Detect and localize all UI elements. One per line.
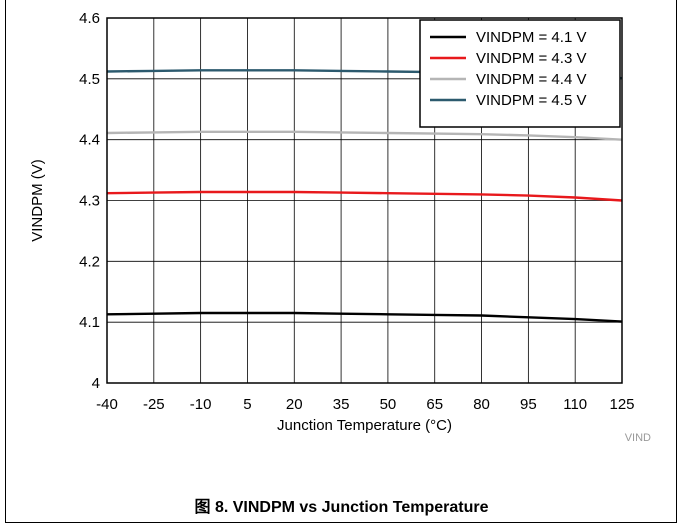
x-tick-label: 80: [473, 396, 490, 413]
series-line: [106, 130, 623, 141]
x-tick-label: -40: [96, 396, 118, 413]
x-tick-label: 110: [563, 396, 587, 413]
x-axis-label: Junction Temperature (°C): [277, 417, 452, 434]
line-chart: -40 -25 -10 5 20 35 50 65 80 95 110 125 44.14.24.34…: [29, 10, 651, 444]
x-tick-label: 125: [609, 396, 634, 413]
y-tick-label: 4: [92, 375, 100, 392]
x-tick-label: 5: [243, 396, 251, 413]
series-line: [106, 190, 623, 202]
y-tick-label: 4.3: [79, 193, 100, 210]
y-tick-label: 4.5: [79, 71, 100, 88]
y-tick-label: 4.4: [79, 132, 100, 149]
y-tick-label: 4.1: [79, 314, 100, 331]
watermark: VIND: [625, 432, 651, 444]
y-tick-labels: 4 4.1 4.2 4.3 4.4 4.5 4.6: [79, 10, 100, 392]
x-tick-label: 35: [333, 396, 350, 413]
x-tick-label: -10: [190, 396, 212, 413]
legend-label: VINDPM = 4.5 V: [476, 92, 586, 109]
figure-caption: 图 8. VINDPM vs Junction Temperature: [194, 499, 489, 516]
y-tick-label: 4.6: [79, 10, 100, 27]
y-tick-label: 4.2: [79, 253, 100, 270]
x-tick-label: 95: [520, 396, 537, 413]
x-tick-label: -25: [143, 396, 165, 413]
legend-label: VINDPM = 4.1 V: [476, 29, 586, 46]
y-axis-label: VINDPM (V): [29, 159, 46, 242]
x-tick-label: 65: [426, 396, 443, 413]
x-tick-label: 20: [286, 396, 303, 413]
figure-frame: [5, 0, 677, 523]
x-tick-label: 50: [380, 396, 397, 413]
series-line: [106, 311, 623, 323]
legend-label: VINDPM = 4.4 V: [476, 71, 586, 88]
x-tick-labels: -40 -25 -10 5 20 35 50 65 80 95 110 125: [96, 396, 634, 413]
plot-border: [106, 17, 623, 384]
legend-label: VINDPM = 4.3 V: [476, 50, 586, 67]
legend: VINDPM = 4.1 V VINDPM = 4.3 V VINDPM = 4.4…: [419, 19, 621, 128]
